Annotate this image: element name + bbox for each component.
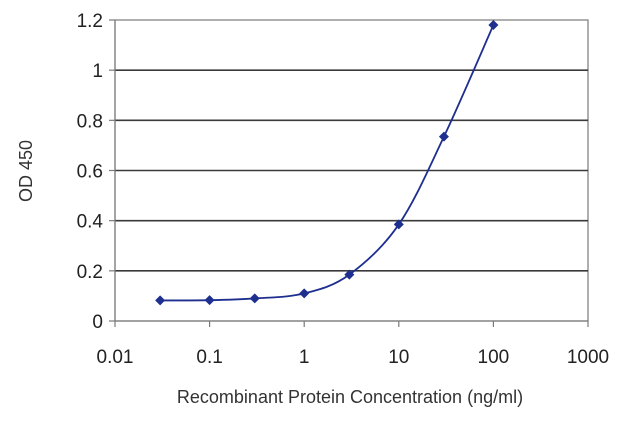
x-axis-title: Recombinant Protein Concentration (ng/ml…	[177, 387, 523, 407]
x-tick-label: 100	[478, 347, 510, 368]
data-point	[249, 293, 260, 304]
data-point	[204, 295, 215, 306]
y-axis-title: OD 450	[16, 140, 36, 202]
data-point	[155, 295, 166, 306]
x-tick-label: 1000	[567, 347, 609, 368]
y-tick-label: 0.2	[77, 262, 103, 283]
y-tick-label: 1.2	[77, 11, 103, 32]
y-tick-label: 0.4	[77, 212, 104, 233]
data-point	[393, 219, 404, 230]
data-point	[299, 288, 310, 299]
series-layer	[155, 20, 499, 306]
y-tick-label: 0.6	[77, 162, 103, 183]
data-point	[344, 269, 355, 280]
data-point	[488, 20, 499, 31]
y-tick-label: 0.8	[77, 111, 103, 132]
y-tick-label: 1	[92, 61, 103, 82]
y-axis-ticks: 0 0.2 0.4 0.6 0.8 1 1.2	[77, 11, 115, 333]
x-tick-label: 0.01	[97, 347, 134, 368]
data-point	[438, 131, 449, 142]
x-axis-ticks: 0.01 0.1 1 10 100 1000	[97, 321, 609, 368]
x-tick-label: 10	[388, 347, 409, 368]
x-tick-label: 1	[299, 347, 310, 368]
y-tick-label: 0	[92, 312, 103, 333]
gridlines	[115, 69, 588, 272]
x-tick-label: 0.1	[196, 347, 222, 368]
